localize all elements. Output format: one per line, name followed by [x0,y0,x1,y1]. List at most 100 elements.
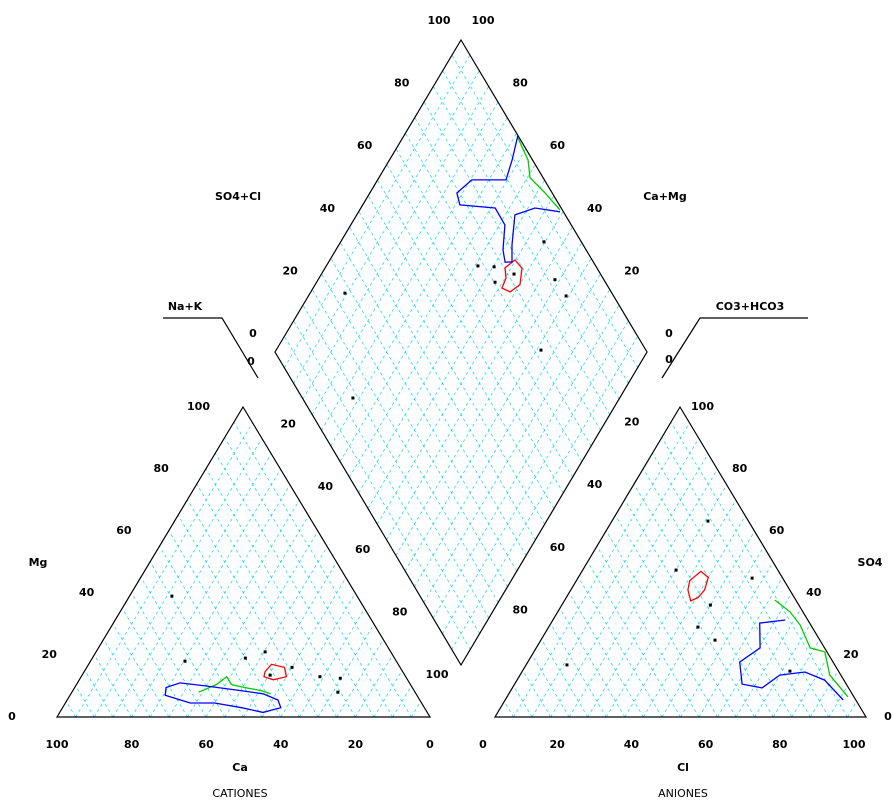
grid-line [339,148,527,462]
contour [739,619,844,701]
tick-label: 100 [843,738,866,751]
tick-label: 20 [624,264,640,277]
leader-line [163,317,259,379]
grid-line [373,670,403,718]
grid-line [531,654,570,718]
grid-line [293,70,480,384]
grid-line [317,623,375,718]
tick-label: 100 [428,14,451,27]
grid-line [187,515,310,718]
grid-line [717,592,793,718]
tick-label: 80 [513,77,529,90]
tick-label: 80 [394,77,410,90]
grid-line [112,623,170,718]
data-point [351,396,355,400]
tick-label: 40 [806,586,822,599]
tick-label: 100 [187,400,210,413]
grid-line [283,54,471,368]
tick-label: 60 [769,524,785,537]
grid-line [754,623,811,718]
data-point [476,264,480,268]
leader-line [661,317,808,379]
grid-line [735,608,802,718]
grid-line [149,561,244,718]
tick-label: 100 [426,668,449,681]
data-point [512,272,516,276]
tick-label: 20 [283,264,299,277]
data-point [788,669,792,673]
grid-line [568,592,644,718]
contour [164,682,282,714]
tick-label: 20 [42,648,58,661]
grid-line [395,148,583,462]
data-point [565,663,569,667]
grid-line [411,701,421,718]
grid-line [442,70,629,384]
tick-label: 100 [46,738,69,751]
tick-label: 80 [154,462,170,475]
tick-label: 80 [732,462,748,475]
grid-line [140,577,226,718]
grid-line [451,54,639,368]
data-point [263,650,267,654]
corner-label: CO3+HCO3 [716,300,785,313]
tick-label: 80 [392,605,408,618]
tick-label: 20 [843,648,859,661]
tick-label: 60 [199,738,215,751]
contour [517,137,561,211]
data-point [343,291,347,295]
diamond [274,38,648,667]
data-point [268,673,272,677]
data-point [553,278,557,282]
contour [501,259,523,293]
grid-line [330,132,518,447]
tick-label: 80 [124,738,140,751]
grid-line [414,117,601,431]
axis-label: SO4 [858,556,883,569]
tick-label: 0 [247,355,255,368]
grid-line [196,484,338,718]
contour [687,570,710,602]
data-point [706,519,710,523]
grid-line [633,484,774,718]
grid-line [386,164,573,478]
grid-line [550,623,607,718]
grid-line [121,608,188,718]
grid-line [75,685,95,718]
grid-line [66,701,76,718]
grid-line [541,639,589,718]
axis-label: Ca+Mg [643,190,687,203]
data-point [542,240,546,244]
tick-label: 40 [587,478,603,491]
grid-line [772,639,820,718]
grid-line [432,85,620,400]
contour [456,135,561,263]
tick-label: 60 [116,524,132,537]
grid-line [367,195,555,509]
grid-line [299,608,366,718]
grid-line [680,561,774,718]
tick-label: 40 [318,480,334,493]
grid-line [392,685,412,718]
grid-line [698,577,783,718]
data-point [336,690,340,694]
grid-line [578,577,663,718]
grid-line [349,164,536,478]
contour [774,599,849,698]
grid-line [513,685,533,718]
grid-line [311,101,499,415]
axis-label: SO4+Cl [215,190,261,203]
tick-label: 60 [698,738,714,751]
grid-line [358,179,546,494]
grid-line [336,639,384,718]
tick-label: 0 [665,353,673,366]
corner-label: Na+K [168,300,203,313]
data-point [493,280,497,284]
grid-line [791,654,830,718]
grid-line [376,179,564,494]
grid-line [355,654,393,718]
data-point [696,625,700,629]
grid-line [670,422,848,718]
